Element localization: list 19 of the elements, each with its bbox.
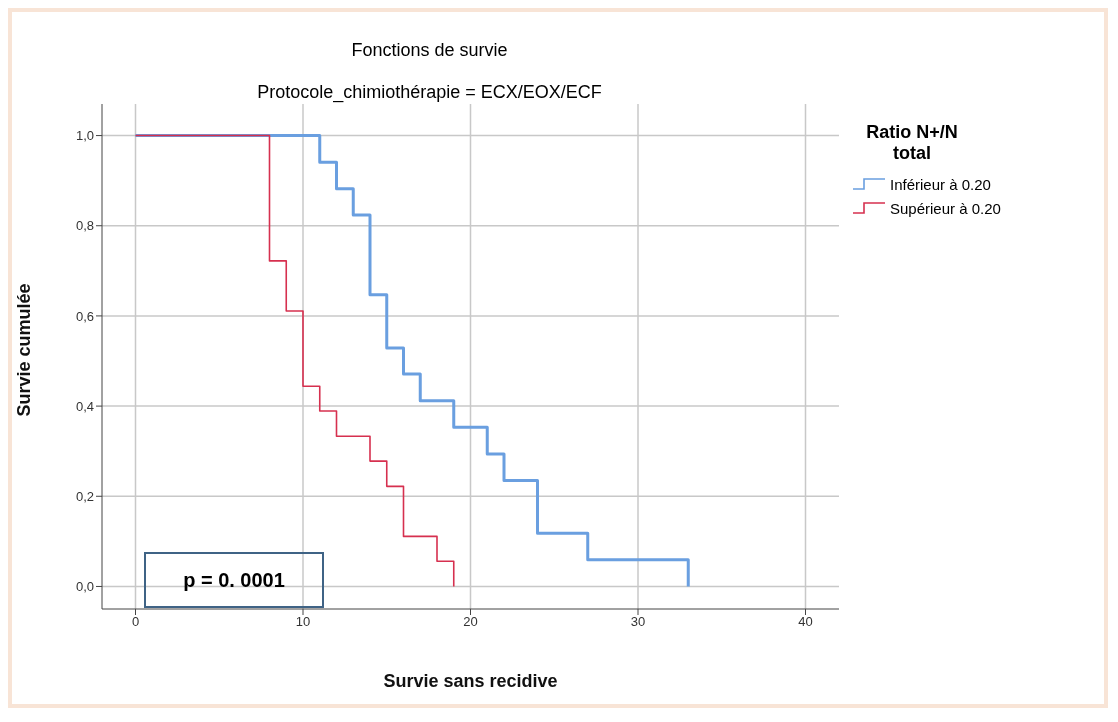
x-axis-title: Survie sans recidive — [383, 671, 558, 691]
x-tick-label: 40 — [798, 614, 813, 630]
y-axis-title: Survie cumulée — [14, 283, 35, 417]
x-tick-label: 30 — [630, 614, 646, 630]
legend-label: Supérieur à 0.20 — [890, 199, 1001, 217]
chart-title: Fonctions de survie — [350, 40, 509, 61]
x-tick-label: 10 — [295, 614, 311, 630]
y-tick-label: 1,0 — [75, 128, 94, 144]
y-tick-label: 0,4 — [75, 398, 94, 414]
x-tick-label: 0 — [131, 614, 140, 630]
y-tick-label: 0,8 — [75, 218, 94, 234]
legend-label: Inférieur à 0.20 — [890, 175, 991, 193]
y-tick-label: 0,0 — [75, 579, 94, 595]
text-box: p = 0. 0001 — [144, 552, 324, 608]
x-tick-label: 20 — [463, 614, 478, 630]
y-tick-label: 0,6 — [75, 308, 94, 324]
chart-subtitle: Protocole_chimiothérapie = ECX/EOX/ECF — [256, 82, 603, 103]
legend-title: Ratio N+/N total — [865, 122, 959, 164]
y-tick-label: 0,2 — [75, 488, 94, 504]
